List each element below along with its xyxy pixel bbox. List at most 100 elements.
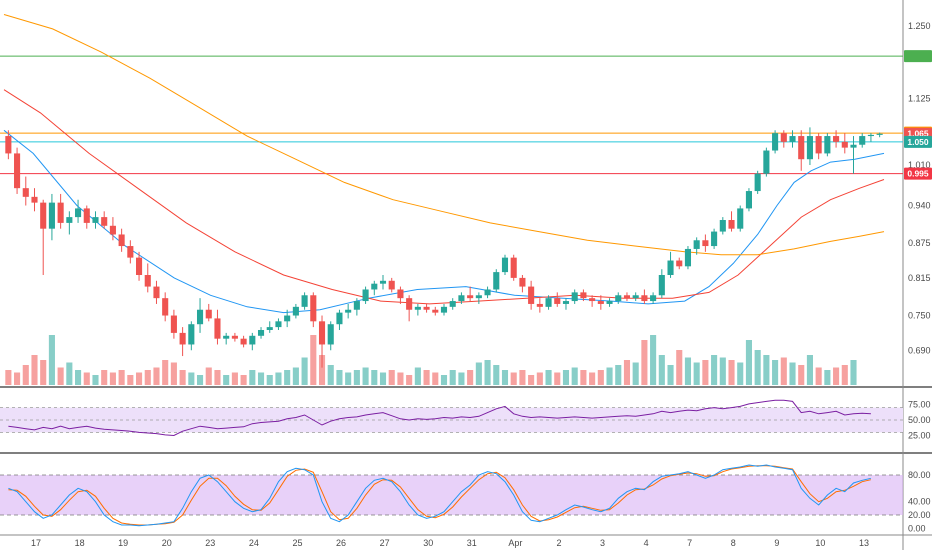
volume-bar xyxy=(493,365,500,385)
volume-bar xyxy=(345,372,352,385)
volume-bar xyxy=(772,360,779,385)
price-tick-label: 0.690 xyxy=(908,345,931,355)
candle xyxy=(571,289,578,304)
volume-bar xyxy=(144,370,151,385)
time-tick-label: 31 xyxy=(467,538,477,548)
candle-body xyxy=(371,283,378,290)
volume-bar xyxy=(388,370,395,385)
candle-body xyxy=(57,202,64,223)
price-tag-box xyxy=(904,50,932,63)
candle-body xyxy=(83,208,90,223)
candle xyxy=(632,292,639,302)
volume-bar xyxy=(275,372,282,385)
time-tick-label: Apr xyxy=(508,538,522,548)
time-tick-label: 23 xyxy=(205,538,215,548)
candle-body xyxy=(745,191,752,209)
price-tag-label: 0.995 xyxy=(907,169,929,179)
candle xyxy=(824,133,831,157)
price-tick-label: 0.940 xyxy=(908,201,931,211)
candle xyxy=(719,217,726,235)
stoch-k-line xyxy=(8,464,872,527)
candle-body xyxy=(815,136,822,154)
candle-body xyxy=(153,286,160,299)
candle-body xyxy=(40,202,47,229)
candle-body xyxy=(475,295,482,299)
volume-bar xyxy=(379,372,387,385)
candle xyxy=(432,306,439,316)
volume-bar xyxy=(353,370,360,385)
rsi-panel xyxy=(0,399,903,437)
volume-bar xyxy=(580,370,587,385)
volume-bar xyxy=(615,365,622,385)
candle xyxy=(414,303,421,316)
candle-body xyxy=(266,327,273,330)
candle-body xyxy=(658,275,665,296)
volume-bar xyxy=(833,367,840,385)
candle xyxy=(371,280,378,296)
candle-body xyxy=(362,289,369,302)
candle-body xyxy=(571,292,578,302)
volume-bar xyxy=(824,370,831,385)
price-tick-label: 0.750 xyxy=(908,311,931,321)
candle xyxy=(66,211,73,235)
candle xyxy=(850,136,857,174)
candle-body xyxy=(667,260,674,275)
candle-body xyxy=(101,217,108,226)
candle xyxy=(737,205,744,232)
candle-body xyxy=(501,257,509,273)
volume-bar xyxy=(711,355,718,385)
candle-body xyxy=(728,220,735,229)
volume-bar xyxy=(118,370,125,385)
candle xyxy=(423,303,430,313)
volume-bar xyxy=(31,355,38,385)
candle xyxy=(318,315,326,368)
candle-body xyxy=(763,150,770,174)
candle-body xyxy=(711,231,718,247)
candle xyxy=(153,280,160,304)
candle-body xyxy=(623,295,631,299)
candle xyxy=(57,193,64,229)
candle-body xyxy=(754,173,761,192)
candle xyxy=(676,257,683,270)
volume-bar xyxy=(798,365,805,385)
candle-body xyxy=(170,315,177,333)
candle xyxy=(449,298,456,310)
candle xyxy=(780,130,787,148)
candle xyxy=(310,292,317,328)
volume-bar xyxy=(57,367,64,385)
volume-bar xyxy=(83,372,90,385)
candle-body xyxy=(597,301,604,304)
candle xyxy=(667,251,674,278)
volume-bar xyxy=(310,335,317,385)
candle xyxy=(170,309,177,339)
candles xyxy=(5,127,883,368)
candle-body xyxy=(641,295,648,302)
volume-bar xyxy=(589,372,596,385)
candle xyxy=(362,286,369,304)
candle xyxy=(562,298,570,310)
price-tag-box xyxy=(904,135,932,148)
candle-body xyxy=(136,257,143,275)
candle xyxy=(833,130,840,148)
volume-bar xyxy=(501,370,509,385)
price-tag-label: 1.050 xyxy=(907,137,929,147)
candle xyxy=(606,298,613,307)
candle xyxy=(379,275,387,290)
volume-bar xyxy=(841,365,848,385)
candle-body xyxy=(589,298,596,302)
volume-bar xyxy=(440,375,448,385)
candle-body xyxy=(257,330,265,336)
volume-bar xyxy=(153,367,160,385)
candle-body xyxy=(5,136,12,154)
candle-body xyxy=(414,306,421,310)
volume-bar xyxy=(719,357,726,385)
candle xyxy=(658,269,665,299)
candle-body xyxy=(772,133,779,151)
volume-bar xyxy=(75,370,82,385)
candle xyxy=(249,332,256,351)
candle-body xyxy=(702,240,709,247)
candle-body xyxy=(66,217,73,223)
volume-bar xyxy=(170,362,177,385)
candle xyxy=(406,295,413,322)
